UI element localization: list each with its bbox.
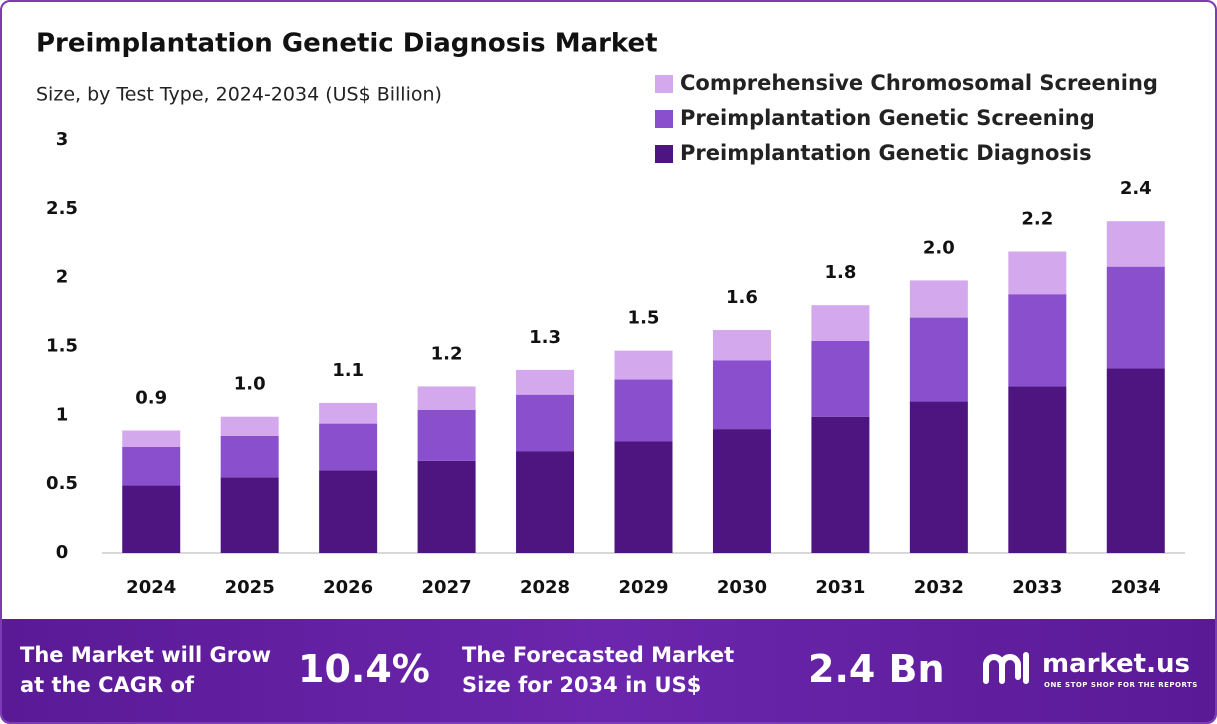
x-tick-label: 2025: [225, 577, 275, 598]
bar-segment: [220, 477, 279, 553]
bar-segment: [319, 423, 378, 471]
x-tick-label: 2026: [323, 577, 373, 598]
bar-segment: [417, 460, 476, 553]
bar-segment: [516, 451, 575, 553]
data-label: 2.0: [923, 237, 955, 258]
bar-segment: [220, 435, 279, 478]
bar-segment: [712, 329, 771, 361]
bar-segment: [614, 379, 673, 442]
bar-segment: [122, 446, 181, 486]
bar-segment: [712, 429, 771, 553]
bar-segment: [417, 386, 476, 410]
data-label: 1.8: [824, 262, 856, 283]
x-tick-label: 2033: [1012, 577, 1062, 598]
x-tick-label: 2030: [717, 577, 767, 598]
bar-segment: [614, 350, 673, 380]
bar-segment: [811, 305, 870, 341]
bar-segment: [417, 409, 476, 461]
bar-segment: [811, 416, 870, 553]
x-tick-label: 2027: [422, 577, 472, 598]
forecast-value: 2.4 Bn: [808, 647, 945, 691]
chart-subtitle: Size, by Test Type, 2024-2034 (US$ Billi…: [36, 84, 442, 106]
data-label: 1.3: [529, 327, 561, 348]
bar-segment: [122, 430, 181, 447]
tagline: ONE STOP SHOP FOR THE REPORTS: [1044, 681, 1198, 689]
data-label: 1.1: [332, 360, 364, 381]
y-tick-label: 0.5: [46, 473, 78, 494]
bar-segment: [811, 340, 870, 417]
legend-label: Comprehensive Chromosomal Screening: [680, 71, 1158, 95]
y-tick-label: 3: [56, 129, 69, 150]
bar-segment: [220, 416, 279, 436]
x-tick-label: 2034: [1111, 577, 1161, 598]
legend-swatch: [655, 75, 673, 93]
brand: market.us: [1042, 649, 1190, 679]
bar-segment: [122, 485, 181, 553]
legend-label: Preimplantation Genetic Diagnosis: [680, 141, 1092, 165]
y-tick-label: 2.5: [46, 198, 78, 219]
bar-segment: [909, 317, 968, 402]
y-tick-label: 2: [56, 267, 69, 288]
legend-swatch: [655, 110, 673, 128]
data-label: 1.2: [431, 343, 463, 364]
cagr-text: The Market will Grow at the CAGR of: [20, 640, 271, 700]
cagr-line: The Market will Grow: [20, 643, 271, 667]
bar-segment: [909, 280, 968, 318]
bar-segment: [712, 360, 771, 430]
y-tick-label: 1: [56, 404, 69, 425]
data-label: 1.6: [726, 287, 758, 308]
bar-segment: [614, 441, 673, 553]
data-label: 1.0: [234, 374, 266, 395]
bar-segment: [516, 394, 575, 452]
x-tick-label: 2032: [914, 577, 964, 598]
x-tick-label: 2029: [618, 577, 668, 598]
chart: Preimplantation Genetic Diagnosis Market…: [36, 29, 1185, 598]
legend-swatch: [655, 145, 673, 163]
x-tick-label: 2028: [520, 577, 570, 598]
legend-label: Preimplantation Genetic Screening: [680, 106, 1095, 130]
footer: The Market will Grow at the CAGR of 10.4%…: [2, 619, 1215, 722]
data-label: 0.9: [135, 387, 167, 408]
bar-segment: [1106, 221, 1165, 267]
forecast-text: The Forecasted Market Size for 2034 in US…: [462, 640, 734, 700]
bar-segment: [319, 470, 378, 553]
forecast-line: Size for 2034 in US$: [462, 673, 702, 697]
data-label: 1.5: [628, 308, 660, 329]
bar-segment: [1106, 368, 1165, 553]
bar-segment: [1008, 251, 1067, 295]
y-tick-label: 0: [56, 542, 69, 563]
forecast-line: The Forecasted Market: [462, 643, 735, 667]
data-label: 2.2: [1021, 209, 1053, 230]
bar-segment: [319, 402, 378, 424]
cagr-line: at the CAGR of: [20, 673, 195, 697]
bar-segment: [1008, 386, 1067, 553]
bar-segment: [1106, 266, 1165, 369]
bar-segment: [1008, 294, 1067, 387]
x-tick-label: 2031: [815, 577, 865, 598]
y-tick-label: 1.5: [46, 336, 78, 357]
brand-logo: [983, 652, 1029, 684]
chart-title: Preimplantation Genetic Diagnosis Market: [36, 29, 658, 59]
cagr-value: 10.4%: [298, 647, 430, 691]
bar-segment: [516, 369, 575, 395]
data-label: 2.4: [1120, 178, 1152, 199]
x-tick-label: 2024: [126, 577, 176, 598]
bar-segment: [909, 401, 968, 553]
